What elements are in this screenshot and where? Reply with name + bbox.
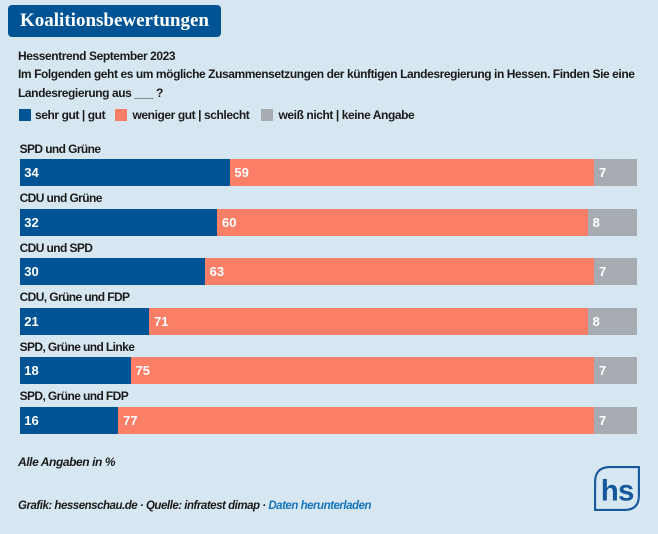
svg-text:hs: hs: [600, 475, 633, 508]
